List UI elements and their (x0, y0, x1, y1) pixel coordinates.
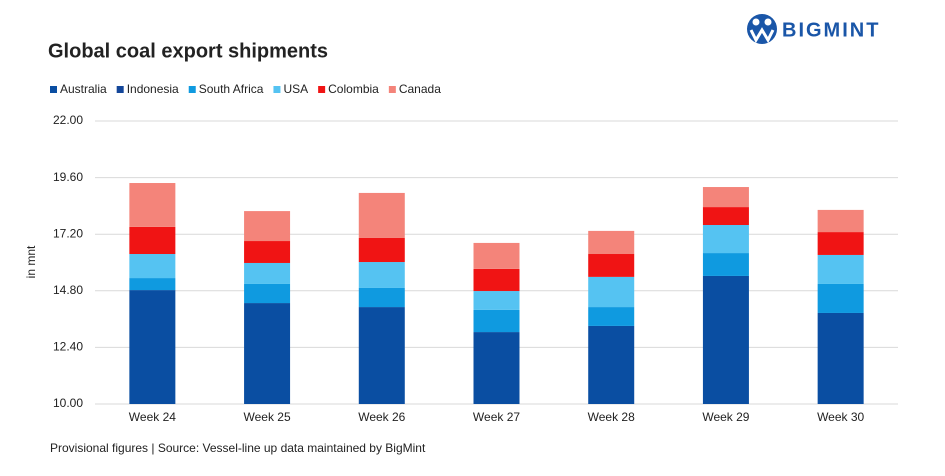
legend-label: USA (283, 82, 308, 96)
bar-segment (702, 253, 749, 276)
brand: BIGMINT (782, 19, 880, 41)
y-tick-label: 22.00 (53, 113, 83, 127)
bar-segment (588, 276, 635, 308)
bar-segment (244, 211, 291, 242)
bar-segment (702, 187, 749, 208)
legend-label: Indonesia (127, 82, 179, 96)
bar-segment (358, 237, 405, 263)
y-tick-label: 19.60 (53, 170, 83, 184)
x-tick-label: Week 26 (358, 410, 405, 424)
bar-segment (817, 254, 864, 284)
bar-segment (817, 283, 864, 313)
legend-label: Canada (399, 82, 441, 96)
bar-segment (129, 254, 176, 279)
x-tick-label: Week 30 (817, 410, 864, 424)
bar-segment (358, 287, 405, 308)
legend-swatch (188, 86, 196, 93)
legend-swatch (318, 86, 326, 93)
bar-segment (358, 307, 405, 404)
y-tick-label: 14.80 (53, 283, 83, 297)
legend-label: Colombia (328, 82, 379, 96)
bar-segment (702, 275, 749, 404)
y-tick-label: 17.20 (53, 226, 83, 240)
bar-segment (588, 325, 635, 404)
bar-segment (473, 332, 520, 404)
bar-segment (129, 226, 176, 255)
bar-segment (817, 232, 864, 255)
legend-label: South Africa (199, 82, 264, 96)
bar-segment (244, 303, 291, 404)
x-tick-label: Week 24 (129, 410, 176, 424)
y-tick-label: 12.40 (53, 340, 83, 354)
bar-segment (817, 209, 864, 233)
bar-segment (473, 268, 520, 292)
legend-swatch (50, 86, 57, 93)
y-axis-label: in mnt (24, 245, 38, 278)
x-tick-label: Week 27 (473, 410, 520, 424)
x-tick-label: Week 25 (244, 410, 291, 424)
bar-segment (588, 230, 635, 255)
bar-segment (702, 225, 749, 254)
x-tick-label: Week 29 (702, 410, 749, 424)
legend-label: Australia (60, 82, 107, 96)
bar-segment (129, 290, 176, 404)
legend-swatch (116, 86, 124, 93)
bar-segment (129, 183, 176, 227)
bar-segment (244, 283, 291, 304)
bar-segment (588, 307, 635, 326)
bar-segment (473, 309, 520, 333)
y-tick-label: 10.00 (53, 396, 83, 410)
chart-title: Global coal export shipments (48, 40, 328, 62)
bar-segment (702, 207, 749, 226)
bar-segment (129, 278, 176, 291)
logo (747, 14, 777, 44)
bar-segment (358, 262, 405, 288)
bar-segment (244, 262, 291, 284)
legend-swatch (388, 86, 396, 93)
bar-segment (588, 254, 635, 277)
bar-segment (358, 192, 405, 238)
bar-segment (473, 291, 520, 310)
bar-segment (817, 312, 864, 404)
bar-segment (244, 241, 291, 263)
legend-swatch (273, 86, 281, 93)
bar-segment (473, 242, 520, 269)
footer: Provisional figures | Source: Vessel-lin… (50, 441, 426, 455)
x-tick-label: Week 28 (588, 410, 635, 424)
